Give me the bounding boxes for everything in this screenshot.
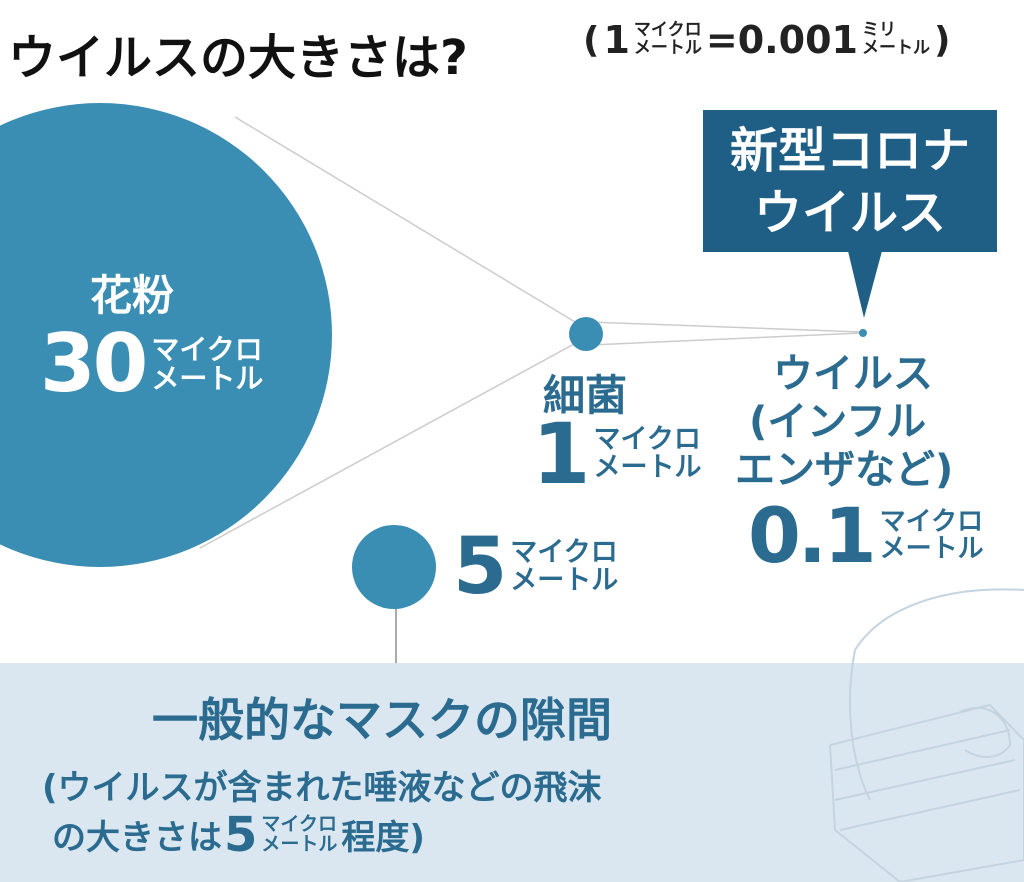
influenza-size: 0.1 マイクロ メートル	[748, 498, 984, 574]
mask-panel-unit-bottom: メートル	[261, 832, 338, 855]
mask-gap-circle	[352, 525, 436, 609]
note-millimetre-unit: ミリ メートル	[861, 20, 930, 58]
note-one: 1	[603, 18, 630, 62]
corona-callout-pointer	[848, 251, 882, 318]
influenza-unit-bottom: メートル	[879, 534, 984, 564]
pollen-size-value: 30	[40, 317, 148, 410]
influenza-name: ウイルス (インフル エンザなど)	[735, 350, 1015, 494]
mask-gap-size-unit: マイクロ メートル	[510, 536, 619, 596]
note-mm-bottom: メートル	[861, 38, 930, 58]
influenza-name-line2: (インフル	[749, 399, 927, 445]
page-title: ウイルスの大きさは?	[8, 30, 468, 86]
note-unit-bottom: メートル	[633, 38, 702, 58]
note-micrometre-unit: マイクロ メートル	[633, 20, 702, 58]
bacteria-size: 1 マイクロ メートル	[532, 412, 701, 496]
note-unit-top: マイクロ	[633, 20, 702, 41]
bacteria-unit-bottom: メートル	[593, 452, 702, 483]
note-open-paren: (	[583, 19, 600, 61]
virus-dot	[859, 329, 867, 337]
note-close-paren: )	[933, 19, 951, 61]
mask-gap-unit-top: マイクロ	[510, 536, 618, 568]
corona-callout-line2: ウイルス	[753, 185, 946, 242]
connector-pollen-bottom	[199, 337, 586, 549]
note-equals: =0.001	[705, 18, 858, 62]
bacteria-size-unit: マイクロ メートル	[593, 423, 702, 483]
influenza-size-unit: マイクロ メートル	[879, 506, 984, 564]
pollen-circle	[0, 103, 332, 567]
corona-callout-box	[703, 110, 997, 252]
pollen-unit-top: マイクロ	[151, 332, 263, 366]
mask-panel-unit-top: マイクロ	[261, 812, 338, 835]
pollen-name: 花粉	[90, 271, 175, 320]
influenza-unit-top: マイクロ	[879, 506, 984, 537]
mask-gap-size-value: 5	[453, 522, 507, 612]
mask-panel-line2-num: 5	[224, 806, 258, 863]
mask-panel-line2-b: 程度)	[341, 818, 425, 858]
pollen-size-unit: マイクロ メートル	[151, 332, 264, 395]
bacteria-name: 細菌	[543, 371, 628, 420]
mask-panel-line2: の大きさは 5 マイクロ メートル 程度)	[52, 810, 425, 859]
corona-callout-text: 新型コロナ ウイルス	[703, 120, 997, 245]
influenza-name-line3: エンザなど)	[735, 447, 954, 493]
connector-pollen-top	[234, 116, 586, 329]
pollen-size: 30 マイクロ メートル	[40, 324, 263, 404]
connector-bacteria-bottom	[589, 332, 863, 346]
corona-callout-line1: 新型コロナ	[729, 123, 970, 179]
mask-panel-line2-a: の大きさは	[52, 818, 222, 858]
pollen-unit-bottom: メートル	[151, 362, 264, 395]
bacteria-circle	[569, 317, 603, 351]
note-mm-top: ミリ	[861, 20, 896, 41]
connector-bacteria-top	[589, 321, 863, 333]
mask-panel-title: 一般的なマスクの隙間	[152, 693, 612, 747]
influenza-name-line1: ウイルス	[773, 351, 933, 397]
mask-gap-size: 5 マイクロ メートル	[453, 528, 618, 606]
mask-gap-unit-bottom: メートル	[510, 565, 619, 596]
face-mask-illustration	[829, 588, 1024, 882]
bacteria-unit-top: マイクロ	[593, 423, 701, 455]
mask-panel-line2-unit: マイクロ メートル	[261, 812, 338, 855]
unit-note: ( 1 マイクロ メートル =0.001 ミリ メートル )	[583, 18, 950, 62]
influenza-size-value: 0.1	[748, 491, 877, 580]
bacteria-size-value: 1	[532, 405, 590, 503]
mask-panel-line1: (ウイルスが含まれた唾液などの飛沫	[42, 768, 602, 808]
